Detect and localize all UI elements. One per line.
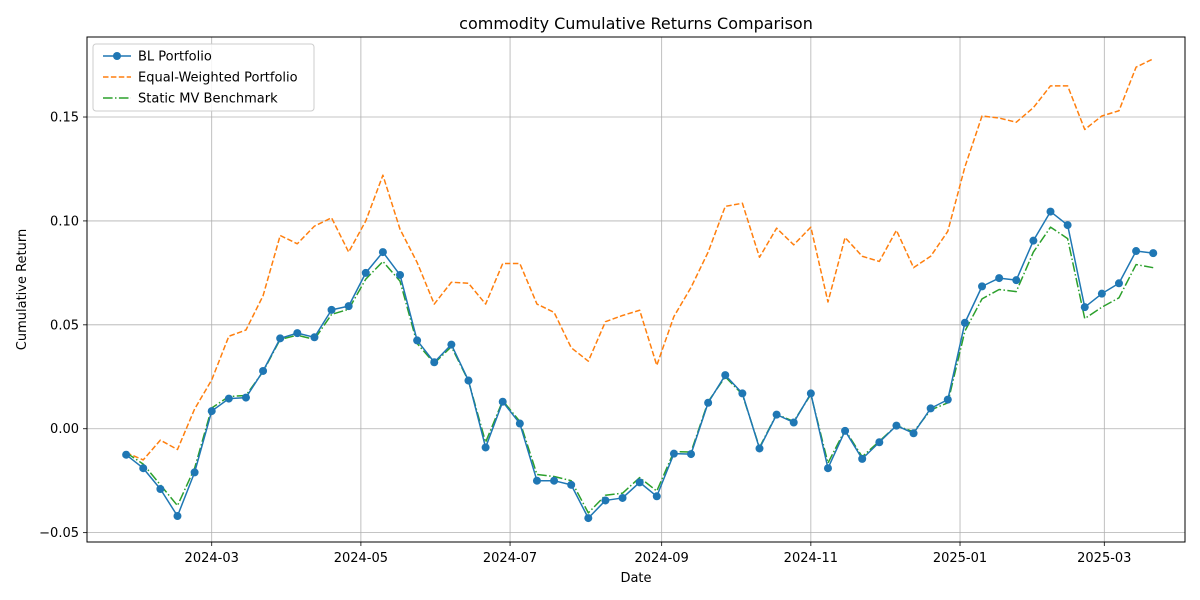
data-point-bl-portfolio [430, 358, 439, 367]
y-tick-label: 0.15 [50, 111, 79, 126]
series-line-static-mv [125, 226, 1154, 514]
data-point-bl-portfolio [584, 514, 593, 523]
data-point-bl-portfolio [1097, 289, 1106, 298]
data-point-bl-portfolio [293, 329, 302, 338]
data-point-bl-portfolio [344, 302, 353, 311]
data-point-bl-portfolio [823, 464, 832, 473]
x-tick-label: 2024-09 [635, 551, 689, 566]
data-point-bl-portfolio [1046, 207, 1055, 216]
y-axis-label: Cumulative Return [15, 229, 30, 350]
data-point-bl-portfolio [601, 496, 610, 505]
data-point-bl-portfolio [995, 274, 1004, 283]
plot-area-frame [86, 36, 1186, 543]
data-point-bl-portfolio [276, 334, 285, 343]
data-point-bl-portfolio [1029, 236, 1038, 245]
data-point-bl-portfolio [926, 404, 935, 413]
data-point-bl-portfolio [447, 340, 456, 349]
data-point-bl-portfolio [687, 450, 696, 459]
gridlines [87, 37, 1185, 542]
data-point-bl-portfolio [241, 393, 250, 402]
data-point-bl-portfolio [515, 419, 524, 428]
x-tick-label: 2025-01 [933, 551, 987, 566]
data-point-bl-portfolio [173, 512, 182, 521]
data-point-bl-portfolio [721, 371, 730, 380]
data-point-bl-portfolio [841, 426, 850, 435]
x-tick-label: 2024-07 [483, 551, 537, 566]
data-point-bl-portfolio [875, 438, 884, 447]
x-tick-label: 2024-05 [334, 551, 388, 566]
data-point-bl-portfolio [858, 454, 867, 463]
x-tick-label: 2024-11 [784, 551, 838, 566]
data-point-bl-portfolio [960, 318, 969, 327]
data-point-bl-portfolio [1080, 303, 1089, 312]
series-line-bl-portfolio [125, 210, 1154, 519]
data-point-bl-portfolio [635, 478, 644, 487]
x-tick-label: 2024-03 [185, 551, 239, 566]
legend-label-static-mv: Static MV Benchmark [138, 92, 278, 107]
axis-ticks: 2024-03 2024-05 2024-07 2024-09 2024-11 2025-… [39, 111, 1131, 566]
data-point-bl-portfolio [224, 394, 233, 403]
data-point-bl-portfolio [413, 336, 422, 345]
data-point-bl-portfolio [532, 476, 541, 485]
data-point-bl-portfolio [481, 443, 490, 452]
data-point-bl-portfolio [1149, 249, 1158, 258]
x-tick-label: 2025-03 [1077, 551, 1131, 566]
data-point-bl-portfolio [1114, 279, 1123, 288]
data-point-bl-portfolio [755, 444, 764, 453]
x-axis-label: Date [620, 571, 651, 586]
data-point-bl-portfolio [550, 476, 559, 485]
data-point-bl-portfolio [772, 410, 781, 419]
legend-box [92, 43, 315, 112]
legend-label-bl-portfolio: BL Portfolio [138, 50, 212, 65]
data-point-bl-portfolio [652, 492, 661, 501]
legend-label-equal-weighted: Equal-Weighted Portfolio [138, 71, 298, 86]
data-point-bl-portfolio [943, 395, 952, 404]
data-point-bl-portfolio [378, 248, 387, 257]
legend-marker-bl-portfolio [113, 52, 121, 60]
y-tick-label: −0.05 [39, 526, 79, 541]
data-point-bl-portfolio [207, 407, 216, 416]
data-point-bl-portfolio [1012, 276, 1021, 285]
y-tick-label: 0.10 [50, 214, 79, 229]
data-point-bl-portfolio [1063, 221, 1072, 230]
series-lines [122, 58, 1158, 523]
data-point-bl-portfolio [1132, 247, 1141, 256]
data-point-bl-portfolio [909, 429, 918, 438]
data-point-bl-portfolio [156, 485, 165, 494]
data-point-bl-portfolio [396, 270, 405, 279]
y-tick-label: 0.05 [50, 318, 79, 333]
data-point-bl-portfolio [789, 418, 798, 427]
data-point-bl-portfolio [464, 376, 473, 385]
data-point-bl-portfolio [190, 468, 199, 477]
data-point-bl-portfolio [122, 450, 131, 459]
data-point-bl-portfolio [139, 464, 148, 473]
data-point-bl-portfolio [978, 282, 987, 291]
chart-title: commodity Cumulative Returns Comparison [459, 14, 813, 33]
data-point-bl-portfolio [806, 389, 815, 398]
data-point-bl-portfolio [498, 397, 507, 406]
data-point-bl-portfolio [618, 493, 627, 502]
data-point-bl-portfolio [259, 366, 268, 375]
data-point-bl-portfolio [892, 421, 901, 430]
data-point-bl-portfolio [669, 449, 678, 458]
data-point-bl-portfolio [704, 398, 713, 407]
series-line-equal-weighted [125, 58, 1154, 461]
data-point-bl-portfolio [361, 268, 370, 277]
data-point-bl-portfolio [327, 305, 336, 314]
y-tick-label: 0.00 [50, 422, 79, 437]
data-point-bl-portfolio [567, 480, 576, 489]
legend: BL Portfolio Equal-Weighted Portfolio St… [92, 43, 315, 112]
data-point-bl-portfolio [310, 333, 319, 342]
data-point-bl-portfolio [738, 389, 747, 398]
